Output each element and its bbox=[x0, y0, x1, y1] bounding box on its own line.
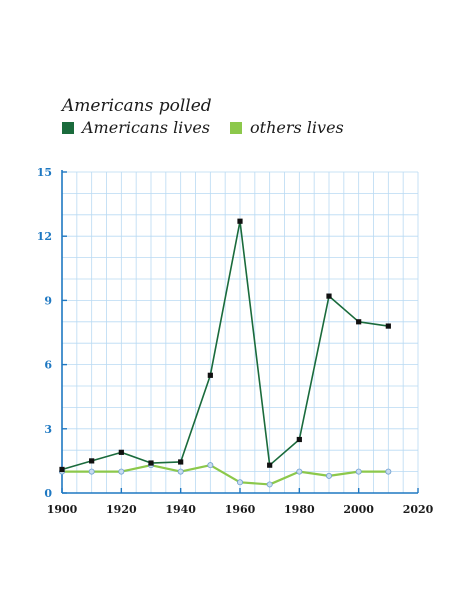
y-tick-label: 12 bbox=[37, 230, 52, 243]
legend-title: Americans polled bbox=[62, 96, 212, 116]
data-point-americans bbox=[237, 218, 243, 224]
data-point-americans bbox=[296, 436, 302, 443]
legend-items: Americans lives others lives bbox=[62, 118, 364, 138]
y-tick-label: 6 bbox=[44, 359, 52, 372]
y-tick-label: 9 bbox=[44, 294, 52, 307]
legend-item-others: others lives bbox=[230, 118, 344, 138]
x-tick-label: 1920 bbox=[106, 503, 137, 516]
x-tick-label: 1960 bbox=[225, 503, 256, 516]
data-point-americans bbox=[178, 459, 184, 465]
data-point-americans bbox=[207, 372, 213, 378]
data-point-others bbox=[236, 479, 243, 486]
y-tick-label: 0 bbox=[44, 487, 52, 500]
data-point-others bbox=[325, 472, 332, 479]
x-tick-label: 2020 bbox=[403, 503, 434, 516]
legend-label-americans: Americans lives bbox=[82, 118, 211, 137]
data-point-americans bbox=[118, 449, 124, 455]
data-point-others bbox=[118, 468, 125, 475]
y-tick-label: 15 bbox=[37, 166, 52, 179]
data-point-others bbox=[266, 481, 273, 488]
y-tick-label: 3 bbox=[44, 423, 52, 436]
data-point-americans bbox=[148, 460, 154, 466]
x-tick-label: 1940 bbox=[165, 503, 196, 516]
data-point-others bbox=[177, 468, 184, 475]
legend-label-others: others lives bbox=[250, 118, 344, 137]
data-point-others bbox=[296, 468, 303, 475]
x-tick-label: 1900 bbox=[47, 503, 78, 516]
data-point-americans bbox=[385, 323, 391, 329]
legend-item-americans: Americans lives bbox=[62, 118, 210, 138]
chart-legend: Americans polled Americans lives others … bbox=[62, 96, 364, 138]
data-point-others bbox=[355, 468, 362, 475]
data-point-americans bbox=[59, 466, 65, 473]
legend-swatch-others bbox=[230, 122, 243, 134]
data-point-others bbox=[385, 468, 392, 475]
data-point-americans bbox=[89, 458, 95, 464]
series-line-others bbox=[62, 464, 389, 486]
x-tick-label: 2000 bbox=[343, 503, 374, 516]
data-point-others bbox=[88, 468, 95, 475]
data-point-others bbox=[207, 462, 214, 469]
data-point-americans bbox=[267, 462, 273, 468]
series-line-americans bbox=[61, 220, 389, 471]
x-tick-label: 1980 bbox=[284, 503, 315, 516]
data-point-americans bbox=[326, 293, 332, 299]
data-point-americans bbox=[356, 319, 362, 325]
legend-swatch-americans bbox=[62, 122, 74, 134]
